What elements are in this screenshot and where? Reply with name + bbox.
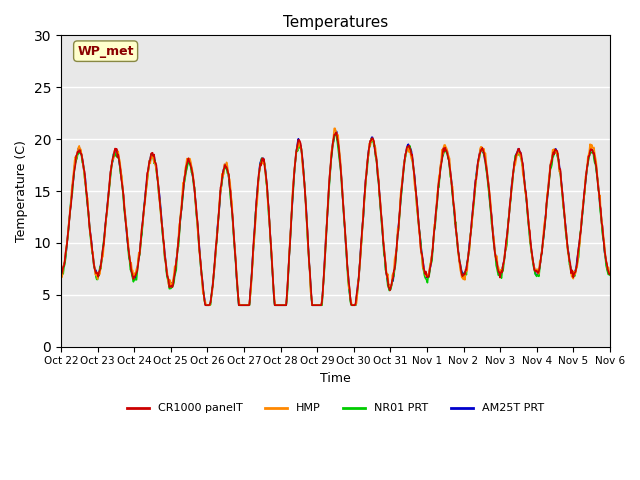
Line: NR01 PRT: NR01 PRT [61,132,610,305]
X-axis label: Time: Time [320,372,351,385]
CR1000 panelT [67,204,75,209]
Line: HMP: HMP [61,128,610,305]
AM25T PRT [179,188,187,194]
AM25T PRT [57,273,65,278]
AM25T PRT [67,201,75,206]
NR01 PRT [420,268,428,274]
CR1000 panelT [404,144,412,150]
AM25T PRT [124,238,131,243]
HMP [67,202,75,208]
Text: WP_met: WP_met [77,45,134,58]
NR01 PRT [209,284,217,289]
HMP [209,281,217,287]
HMP [606,269,614,275]
AM25T PRT [333,129,340,134]
NR01 PRT [202,302,210,308]
CR1000 panelT [124,235,131,241]
HMP [404,147,412,153]
HMP [179,180,187,185]
HMP [57,270,65,276]
CR1000 panelT [202,302,209,308]
NR01 PRT [57,272,65,278]
HMP [420,264,428,270]
HMP [331,125,339,131]
HMP [124,234,131,240]
NR01 PRT [67,198,75,204]
CR1000 panelT [209,282,217,288]
Title: Temperatures: Temperatures [283,15,388,30]
AM25T PRT [606,271,614,277]
HMP [202,302,210,308]
Legend: CR1000 panelT, HMP, NR01 PRT, AM25T PRT: CR1000 panelT, HMP, NR01 PRT, AM25T PRT [122,399,548,418]
AM25T PRT [209,279,217,285]
Y-axis label: Temperature (C): Temperature (C) [15,140,28,242]
CR1000 panelT [606,271,614,277]
Line: CR1000 panelT: CR1000 panelT [61,133,610,305]
CR1000 panelT [179,190,187,196]
NR01 PRT [332,129,340,135]
NR01 PRT [124,235,131,241]
AM25T PRT [202,302,210,308]
NR01 PRT [179,191,187,197]
AM25T PRT [404,143,412,148]
NR01 PRT [404,145,412,151]
CR1000 panelT [420,265,428,271]
Line: AM25T PRT: AM25T PRT [61,132,610,305]
NR01 PRT [606,272,614,278]
CR1000 panelT [57,270,65,276]
CR1000 panelT [332,130,340,136]
AM25T PRT [420,263,428,269]
